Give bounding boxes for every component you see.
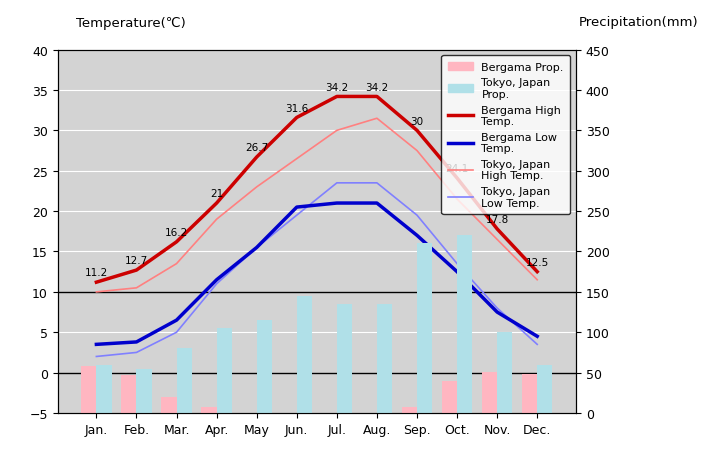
Text: 12.5: 12.5: [526, 257, 549, 267]
Text: 24.1: 24.1: [446, 164, 469, 174]
Bar: [537, 365, 552, 413]
Bar: [202, 408, 217, 413]
Text: 34.2: 34.2: [325, 83, 348, 92]
Bar: [522, 375, 537, 413]
Text: Temperature(℃): Temperature(℃): [76, 17, 186, 30]
Bar: [337, 304, 352, 413]
Bar: [482, 372, 497, 413]
Bar: [257, 320, 272, 413]
Text: 12.7: 12.7: [125, 256, 148, 266]
Bar: [137, 369, 152, 413]
Bar: [402, 407, 417, 413]
Bar: [176, 349, 192, 413]
Text: 31.6: 31.6: [285, 103, 308, 113]
Bar: [457, 236, 472, 413]
Bar: [417, 244, 432, 413]
Bar: [442, 381, 457, 413]
Text: 30: 30: [410, 116, 423, 126]
Bar: [161, 397, 176, 413]
Bar: [96, 365, 112, 413]
Text: 26.7: 26.7: [245, 143, 269, 153]
Bar: [497, 332, 513, 413]
Text: 34.2: 34.2: [365, 83, 389, 92]
Bar: [121, 375, 137, 413]
Bar: [377, 304, 392, 413]
Legend: Bergama Prop., Tokyo, Japan
Prop., Bergama High
Temp., Bergama Low
Temp., Tokyo,: Bergama Prop., Tokyo, Japan Prop., Berga…: [441, 56, 570, 215]
Text: 21: 21: [210, 189, 223, 199]
Bar: [297, 296, 312, 413]
Text: Precipitation(mm): Precipitation(mm): [579, 16, 698, 29]
Bar: [217, 329, 232, 413]
Text: 16.2: 16.2: [165, 228, 188, 237]
Bar: [81, 366, 96, 413]
Text: 11.2: 11.2: [85, 268, 108, 278]
Text: 17.8: 17.8: [485, 214, 509, 224]
